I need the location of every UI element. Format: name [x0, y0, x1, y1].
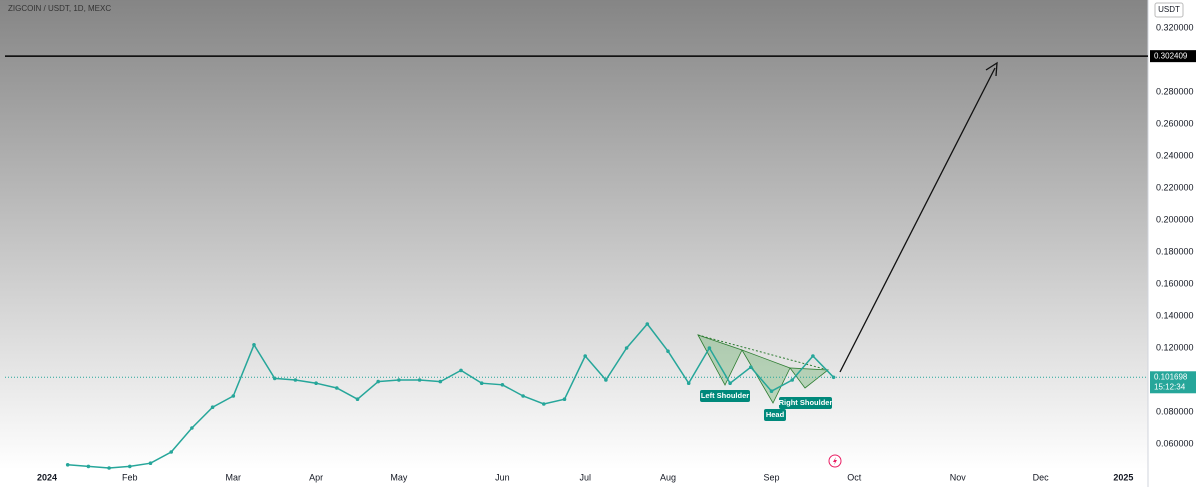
price-point	[562, 397, 567, 402]
price-point	[604, 378, 608, 382]
y-tick-label: 0.200000	[1156, 214, 1194, 224]
price-point	[583, 354, 587, 358]
annotation-box	[779, 397, 832, 409]
price-point	[148, 461, 153, 466]
price-point	[521, 394, 525, 398]
arrow-head	[985, 61, 998, 77]
price-point	[210, 405, 215, 410]
price-point	[231, 394, 236, 398]
price-point	[645, 322, 650, 326]
last-price-label: 0.101698	[1154, 372, 1188, 381]
x-tick-label: Jul	[579, 472, 591, 482]
price-point	[459, 368, 463, 373]
y-tick-label: 0.220000	[1156, 182, 1194, 192]
price-point	[335, 386, 339, 390]
y-tick-label: 0.320000	[1156, 22, 1194, 32]
y-tick-label: 0.120000	[1156, 342, 1194, 352]
countdown-label: 15:12:34	[1154, 382, 1186, 391]
price-point	[438, 379, 443, 384]
price-point	[790, 378, 794, 382]
price-point	[479, 381, 484, 386]
target-price-box	[1150, 50, 1196, 63]
chart-title: ZIGCOIN / USDT, 1D, MEXC	[8, 4, 111, 13]
y-tick-label: 0.280000	[1156, 86, 1194, 96]
event-icon[interactable]	[828, 454, 842, 468]
projection-arrow	[839, 67, 996, 373]
price-point	[811, 354, 815, 358]
x-tick-label: Nov	[950, 472, 967, 482]
annotation-label: Head	[766, 410, 785, 419]
y-tick-label: 0.240000	[1156, 150, 1194, 160]
price-point	[314, 381, 318, 386]
annotation-box	[700, 390, 750, 402]
currency-button-label[interactable]: USDT	[1158, 5, 1180, 14]
price-point	[86, 464, 91, 469]
price-point	[686, 381, 691, 386]
x-tick-label: Aug	[660, 472, 676, 482]
price-point	[190, 426, 194, 430]
x-tick-label: Dec	[1033, 472, 1050, 482]
price-point	[376, 379, 381, 384]
time-axis	[0, 470, 1148, 487]
x-tick-label: Sep	[763, 472, 779, 482]
price-point	[128, 464, 132, 469]
annotation-label: Right Shoulder	[779, 398, 833, 407]
annotation-box	[764, 409, 786, 421]
x-tick-label: Jun	[495, 472, 510, 482]
price-point	[728, 381, 732, 386]
price-point	[169, 450, 173, 454]
pattern-right-shoulder	[789, 367, 830, 389]
price-point	[769, 389, 774, 394]
plot-background	[0, 0, 1148, 470]
price-point	[293, 378, 298, 382]
x-tick-label: 2024	[37, 472, 57, 482]
price-point	[542, 402, 546, 406]
x-tick-label: Feb	[122, 472, 138, 482]
x-tick-label: Oct	[847, 472, 862, 482]
x-tick-label: Apr	[309, 472, 323, 482]
price-point	[707, 346, 712, 350]
price-point	[749, 365, 753, 370]
price-point	[355, 397, 360, 402]
y-tick-label: 0.180000	[1156, 246, 1194, 256]
y-tick-label: 0.080000	[1156, 406, 1194, 416]
last-price-box	[1150, 371, 1196, 394]
price-axis	[1148, 0, 1200, 487]
price-line	[67, 322, 835, 469]
annotation-label: Left Shoulder	[701, 391, 749, 400]
price-point	[252, 343, 256, 347]
y-tick-label: 0.260000	[1156, 118, 1194, 128]
x-tick-label: May	[390, 472, 408, 482]
y-tick-label: 0.160000	[1156, 278, 1194, 288]
x-tick-label: 2025	[1113, 472, 1133, 482]
y-tick-label: 0.060000	[1156, 438, 1194, 448]
price-point	[500, 383, 505, 387]
price-point	[417, 378, 422, 382]
price-point	[624, 346, 629, 350]
price-point	[65, 463, 70, 467]
x-tick-label: Mar	[226, 472, 242, 482]
price-point	[107, 466, 111, 470]
target-price-label: 0.302409	[1154, 51, 1188, 60]
currency-button[interactable]	[1154, 2, 1184, 18]
y-tick-label: 0.140000	[1156, 310, 1194, 320]
price-point	[397, 378, 401, 382]
price-point	[666, 349, 670, 354]
